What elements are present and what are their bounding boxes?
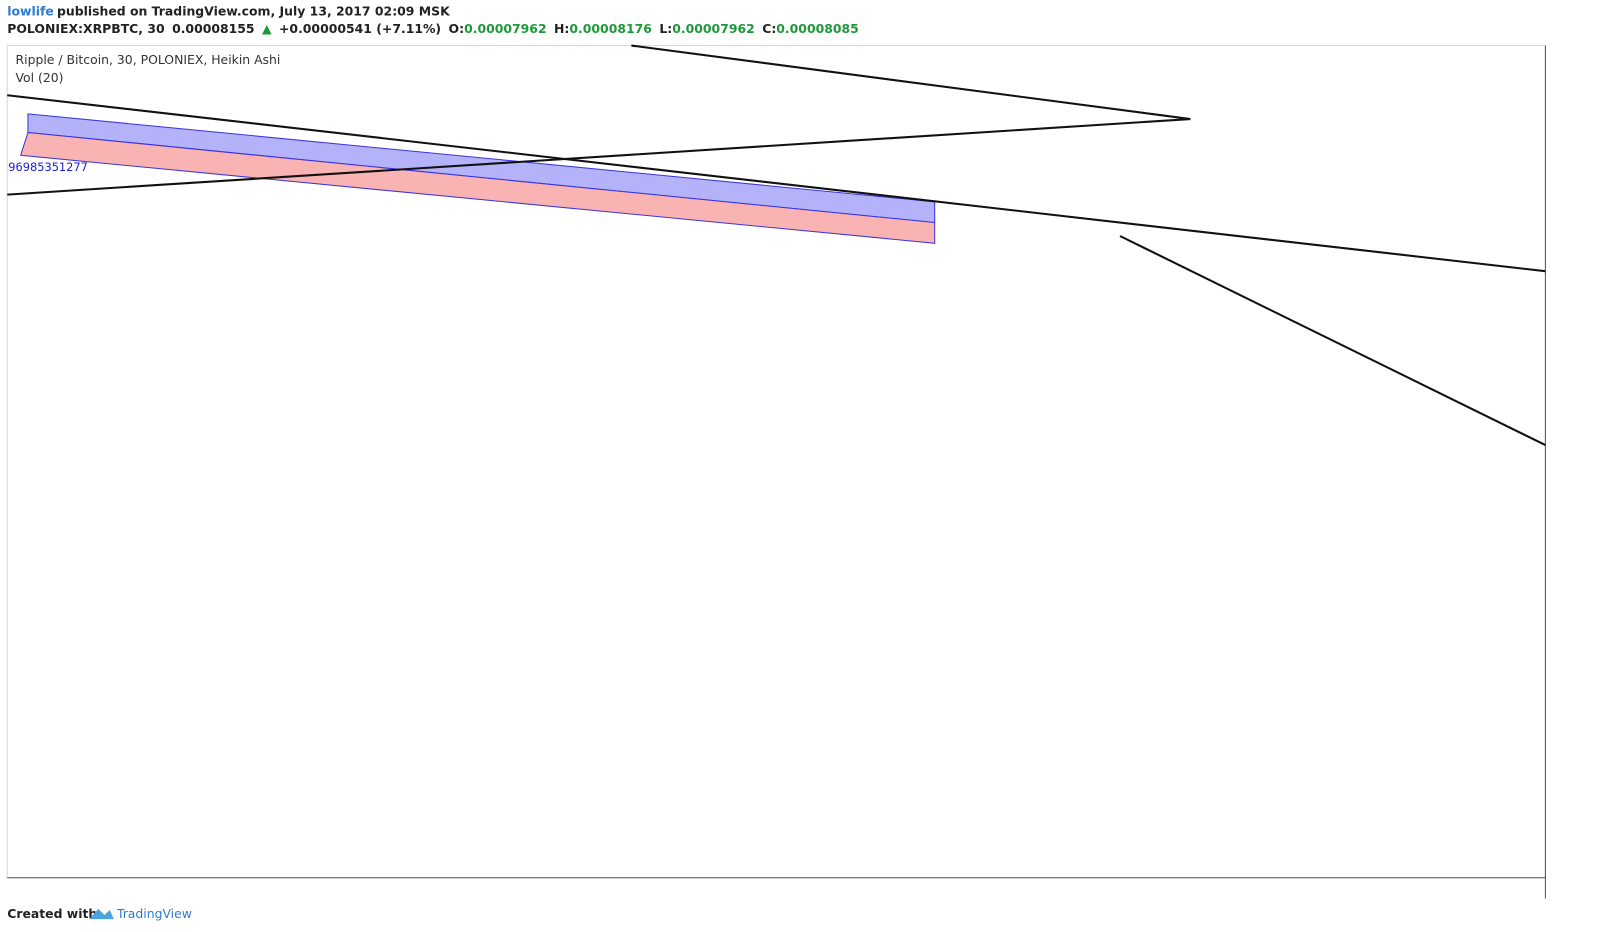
- low: 0.00007962: [672, 21, 755, 37]
- high: 0.00008176: [569, 21, 652, 37]
- published: published on TradingView.com, July 13, 2…: [56, 4, 450, 19]
- arrow: ▲: [262, 21, 272, 37]
- chart-title: Ripple / Bitcoin, 30, POLONIEX, Heikin A…: [16, 52, 281, 67]
- symbol-line: POLONIEX:XRPBTC, 30 0.00008155 ▲ +0.0000…: [7, 22, 862, 36]
- trend-line: [1119, 235, 1546, 447]
- indicator: Vol (20): [16, 70, 64, 85]
- trend-lines: [7, 44, 1546, 447]
- trend-line: [7, 94, 1546, 273]
- open: 0.00007962: [464, 21, 547, 37]
- author[interactable]: lowlife: [7, 4, 54, 19]
- last-price: 0.00008155: [172, 21, 255, 37]
- change: +0.00000541 (+7.11%): [279, 21, 442, 37]
- c-label: C:: [762, 21, 777, 37]
- symbol: POLONIEX:XRPBTC, 30: [7, 21, 165, 37]
- trend-line: [7, 118, 1191, 196]
- l-label: L:: [659, 21, 673, 37]
- close: 0.00008085: [776, 21, 859, 37]
- h-label: H:: [554, 21, 570, 37]
- header-line: lowlife published on TradingView.com, Jul…: [7, 4, 453, 18]
- o-label: O:: [448, 21, 465, 37]
- channel-lower: [20, 131, 936, 244]
- footer-created: Created with: [7, 906, 97, 921]
- logo: [89, 908, 114, 920]
- trend-line: [631, 44, 1191, 121]
- footer-brand[interactable]: TradingView: [116, 906, 192, 921]
- annotation: 96985351277: [8, 160, 88, 174]
